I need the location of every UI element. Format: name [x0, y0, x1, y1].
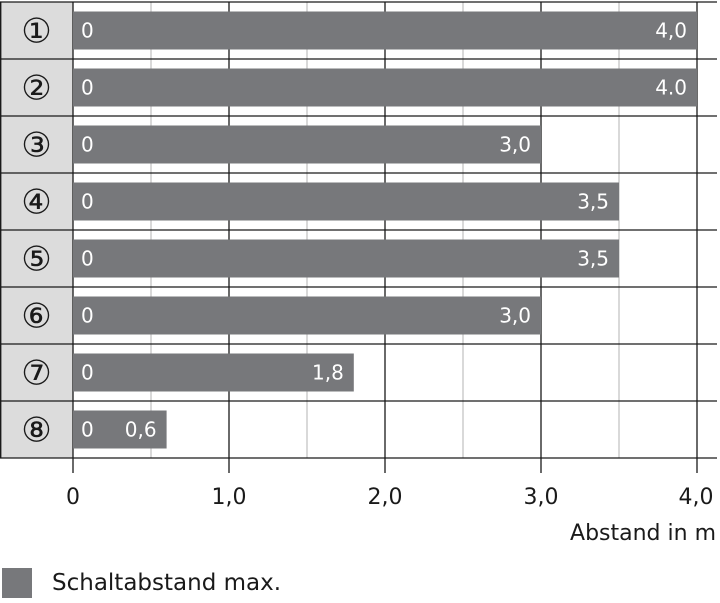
bar	[73, 182, 619, 221]
bar-value-label: 4.0	[655, 76, 687, 100]
bar-value-label: 3,0	[499, 133, 531, 157]
bar-value-label: 3,5	[577, 190, 609, 214]
bar-value-label: 1,8	[312, 361, 344, 385]
bar-value-label: 3,5	[577, 247, 609, 271]
legend-label: Schaltabstand max.	[52, 570, 282, 596]
bar-chart: 0 4,0 ① 0 4.0 ② 0 3,0 ③ 0 3,5 ④ 0 3,5 ⑤ 0 3,0 ⑥ 0 1,8 ⑦ 0 0,6 ⑧…	[0, 1, 717, 546]
bar-start-label: 0	[81, 76, 94, 100]
category-label: ③	[21, 126, 51, 166]
category-label: ⑦	[21, 354, 51, 394]
category-label: ⑧	[21, 411, 51, 451]
x-axis-label: Abstand in m	[570, 521, 716, 546]
legend-swatch	[2, 568, 32, 598]
category-label: ⑤	[21, 240, 51, 280]
bar	[73, 125, 541, 164]
bar-value-label: 4,0	[655, 19, 687, 43]
x-tick-label: 3,0	[524, 485, 559, 510]
x-tick-label: 2,0	[368, 485, 403, 510]
category-label: ⑥	[21, 297, 51, 337]
bar-start-label: 0	[81, 304, 94, 328]
bar	[73, 353, 354, 392]
bar	[73, 410, 167, 449]
bar-value-label: 3,0	[499, 304, 531, 328]
bar-start-label: 0	[81, 19, 94, 43]
bar	[73, 296, 541, 335]
bar	[73, 11, 697, 50]
x-tick-label: 1,0	[212, 485, 247, 510]
x-tick-label: 4,0	[679, 485, 714, 510]
category-label: ④	[21, 183, 51, 223]
bar-start-label: 0	[81, 247, 94, 271]
bar	[73, 239, 619, 278]
category-label: ②	[21, 69, 51, 109]
bar	[73, 68, 697, 107]
legend: Schaltabstand max.	[0, 566, 360, 602]
bar-start-label: 0	[81, 190, 94, 214]
bar-start-label: 0	[81, 361, 94, 385]
x-tick-label: 0	[66, 485, 80, 510]
bar-value-label: 0,6	[125, 418, 157, 442]
category-label: ①	[21, 12, 51, 52]
bar-start-label: 0	[81, 418, 94, 442]
bar-start-label: 0	[81, 133, 94, 157]
